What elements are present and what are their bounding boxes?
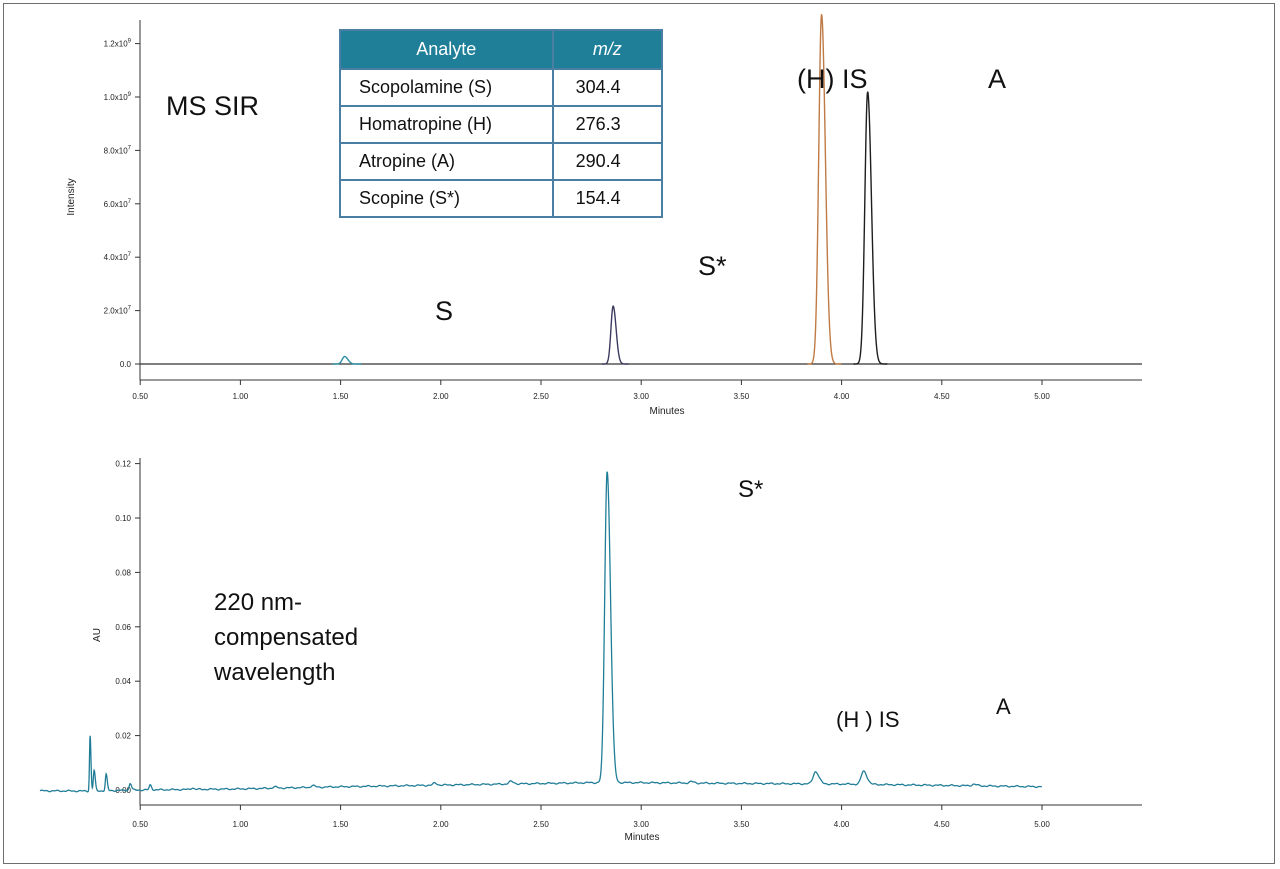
bottom-y-tick-label: 0.06	[115, 623, 131, 632]
cell-mz: 154.4	[551, 179, 664, 218]
bottom-y-tick-label: 0.02	[115, 732, 131, 741]
uv-peak-label-h-is: (H ) IS	[836, 707, 900, 732]
table-row: Homatropine (H) 276.3	[339, 105, 664, 144]
top-y-tick-label: 6.0x107	[104, 199, 132, 209]
ms-sir-panel: 0.50 1.00 1.50 2.00 2.50 3.00 3.50 4.00 4.50 5.00…	[66, 14, 1142, 417]
uv-trace	[39, 471, 1042, 793]
uv-panel: 0.50 1.00 1.50 2.00 2.50 3.00 3.50 4.00 4.50 5.00…	[39, 458, 1142, 843]
uv-peak-label-s-star: S*	[738, 476, 763, 503]
bottom-y-tick-label: 0.08	[115, 568, 131, 577]
header-mz: m/z	[551, 29, 664, 70]
bottom-x-ticks: 0.50 1.00 1.50 2.00 2.50 3.00 3.50 4.00 4.50 5.00	[132, 805, 1050, 829]
top-x-tick-label: 4.50	[934, 392, 950, 401]
top-y-axis-title: Intensity	[66, 178, 77, 215]
top-x-tick-label: 1.00	[233, 392, 249, 401]
top-trace-homatropine	[807, 14, 842, 365]
bottom-x-tick-label: 5.00	[1034, 820, 1050, 829]
top-traces	[332, 14, 888, 365]
uv-note-line-1: 220 nm-	[214, 589, 302, 616]
top-y-tick-label: 0.0	[120, 360, 132, 369]
cell-analyte: Scopolamine (S)	[339, 68, 554, 107]
table-header-row: Analyte m/z	[339, 29, 664, 70]
bottom-y-tick-label: 0.10	[115, 514, 131, 523]
top-x-tick-label: 2.50	[533, 392, 549, 401]
bottom-x-tick-label: 1.50	[333, 820, 349, 829]
analyte-mz-table: Analyte m/z Scopolamine (S) 304.4 Homatr…	[339, 29, 664, 218]
bottom-x-axis-title: Minutes	[624, 832, 659, 843]
bottom-y-axis-title: AU	[92, 628, 103, 642]
table-row: Scopine (S*) 154.4	[339, 179, 664, 218]
bottom-y-tick-label: 0.04	[115, 677, 131, 686]
top-trace-atropine	[853, 91, 888, 365]
peak-label-a: A	[988, 64, 1006, 94]
top-trace-scopine	[602, 305, 629, 365]
bottom-x-tick-label: 2.00	[433, 820, 449, 829]
peak-label-s-star: S*	[698, 251, 727, 281]
top-x-tick-label: 2.00	[433, 392, 449, 401]
cell-analyte: Scopine (S*)	[339, 179, 554, 218]
header-analyte: Analyte	[339, 29, 554, 70]
bottom-traces	[39, 471, 1042, 793]
top-y-tick-label: 8.0x107	[104, 145, 132, 155]
top-x-ticks: 0.50 1.00 1.50 2.00 2.50 3.00 3.50 4.00 4.50 5.00	[132, 380, 1050, 401]
top-x-axis-title: Minutes	[649, 406, 684, 417]
bottom-y-ticks: 0.000.020.040.060.080.100.12	[115, 460, 140, 795]
bottom-x-tick-label: 1.00	[233, 820, 249, 829]
cell-analyte: Atropine (A)	[339, 142, 554, 181]
top-y-tick-label: 2.0x107	[104, 306, 132, 316]
cell-mz: 304.4	[551, 68, 664, 107]
ms-sir-title: MS SIR	[166, 91, 259, 121]
table-row: Scopolamine (S) 304.4	[339, 68, 664, 107]
top-x-tick-label: 5.00	[1034, 392, 1050, 401]
top-y-tick-label: 1.2x109	[104, 39, 132, 49]
top-x-tick-label: 3.50	[734, 392, 750, 401]
peak-label-h-is: (H) IS	[797, 64, 868, 94]
uv-note-line-2: compensated	[214, 624, 358, 651]
uv-peak-label-a: A	[996, 694, 1011, 719]
top-trace-scopolamine	[332, 355, 362, 365]
top-x-tick-label: 1.50	[333, 392, 349, 401]
top-x-tick-label: 3.00	[633, 392, 649, 401]
bottom-x-tick-label: 3.00	[633, 820, 649, 829]
bottom-x-tick-label: 4.50	[934, 820, 950, 829]
cell-mz: 290.4	[551, 142, 664, 181]
top-y-ticks: 0.0 2.0x107 4.0x107 6.0x107 8.0x107 1.0x109 1.…	[104, 39, 140, 369]
cell-analyte: Homatropine (H)	[339, 105, 554, 144]
top-y-tick-label: 4.0x107	[104, 252, 132, 262]
bottom-x-tick-label: 3.50	[734, 820, 750, 829]
bottom-x-tick-label: 4.00	[834, 820, 850, 829]
peak-label-s: S	[435, 296, 453, 326]
cell-mz: 276.3	[551, 105, 664, 144]
bottom-x-tick-label: 2.50	[533, 820, 549, 829]
table-row: Atropine (A) 290.4	[339, 142, 664, 181]
top-x-tick-label: 0.50	[132, 392, 148, 401]
uv-note-line-3: wavelength	[213, 659, 335, 686]
top-x-tick-label: 4.00	[834, 392, 850, 401]
figure-frame	[3, 3, 1275, 864]
bottom-x-tick-label: 0.50	[132, 820, 148, 829]
bottom-y-tick-label: 0.12	[115, 460, 131, 469]
top-y-tick-label: 1.0x109	[104, 92, 132, 102]
